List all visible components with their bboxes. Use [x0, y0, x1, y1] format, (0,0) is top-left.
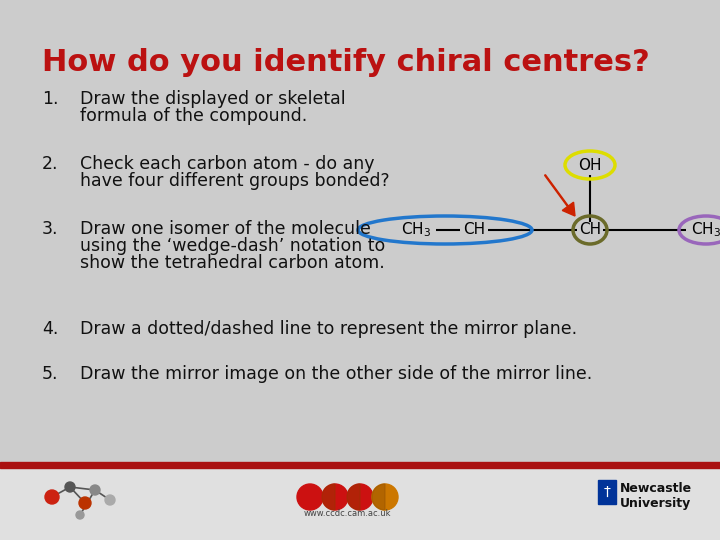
Circle shape [79, 497, 91, 509]
Circle shape [372, 484, 398, 510]
Text: How do you identify chiral centres?: How do you identify chiral centres? [42, 48, 649, 77]
Text: Draw the displayed or skeletal: Draw the displayed or skeletal [80, 90, 346, 108]
Text: Draw the mirror image on the other side of the mirror line.: Draw the mirror image on the other side … [80, 365, 593, 383]
Text: 3.: 3. [42, 220, 58, 238]
Wedge shape [347, 484, 360, 510]
Text: †: † [603, 485, 611, 499]
Text: CH$_3$: CH$_3$ [691, 221, 720, 239]
Text: OH: OH [578, 158, 602, 172]
Text: CH: CH [463, 222, 485, 238]
Circle shape [45, 490, 59, 504]
Text: Newcastle
University: Newcastle University [620, 482, 692, 510]
Circle shape [65, 482, 75, 492]
Text: 5.: 5. [42, 365, 58, 383]
Circle shape [322, 484, 348, 510]
Circle shape [297, 484, 323, 510]
Circle shape [90, 485, 100, 495]
Bar [0, 462, 720, 540]
Text: CH$_3$: CH$_3$ [401, 221, 431, 239]
Circle shape [105, 495, 115, 505]
FancyArrow shape [544, 175, 575, 216]
Text: using the ‘wedge-dash’ notation to: using the ‘wedge-dash’ notation to [80, 237, 385, 255]
Bar [598, 480, 616, 504]
Text: www.ccdc.cam.ac.uk: www.ccdc.cam.ac.uk [303, 509, 391, 517]
Text: formula of the compound.: formula of the compound. [80, 107, 307, 125]
Text: Check each carbon atom - do any: Check each carbon atom - do any [80, 155, 374, 173]
Text: Draw one isomer of the molecule: Draw one isomer of the molecule [80, 220, 371, 238]
Text: have four different groups bonded?: have four different groups bonded? [80, 172, 390, 190]
Text: CH: CH [579, 222, 601, 238]
Text: show the tetrahedral carbon atom.: show the tetrahedral carbon atom. [80, 254, 384, 272]
Circle shape [76, 511, 84, 519]
Text: 4.: 4. [42, 320, 58, 338]
Wedge shape [372, 484, 385, 510]
Text: 2.: 2. [42, 155, 58, 173]
Circle shape [347, 484, 373, 510]
Wedge shape [322, 484, 335, 510]
Text: Draw a dotted/dashed line to represent the mirror plane.: Draw a dotted/dashed line to represent t… [80, 320, 577, 338]
Bar [0, 462, 720, 468]
Text: 1.: 1. [42, 90, 58, 108]
